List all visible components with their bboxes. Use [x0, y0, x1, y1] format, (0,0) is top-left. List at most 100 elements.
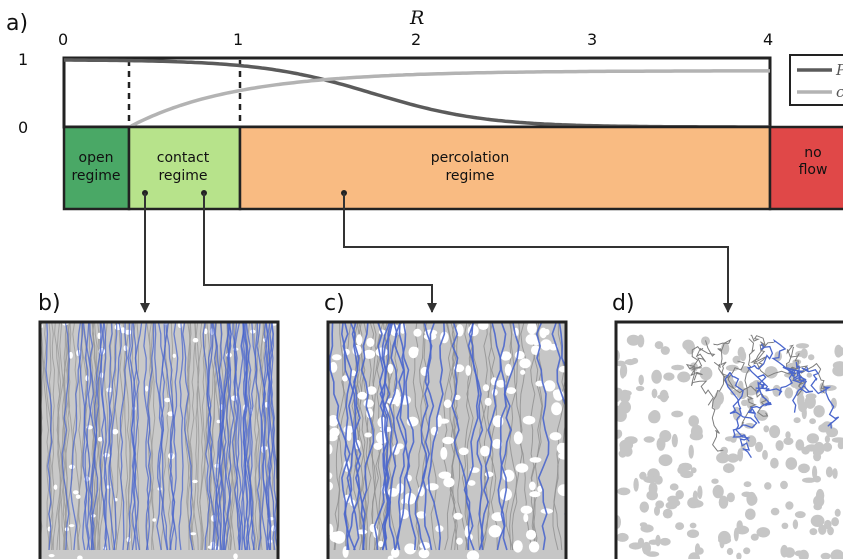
streamline — [508, 322, 523, 551]
texture-blob — [190, 532, 197, 536]
texture-blob — [543, 380, 556, 392]
texture-blob — [780, 480, 788, 490]
streamline — [100, 322, 111, 551]
streamline — [169, 322, 179, 551]
texture-blob — [646, 551, 660, 557]
texture-blob — [692, 490, 698, 502]
texture-blob — [755, 441, 763, 453]
streamline — [360, 322, 375, 551]
channel-path — [713, 338, 735, 389]
texture-blob — [506, 387, 517, 394]
texture-blob — [659, 430, 672, 443]
texture-blob — [750, 533, 759, 541]
texture-blob — [736, 552, 742, 559]
texture-blob — [697, 485, 703, 500]
streamline — [231, 322, 241, 551]
streamline — [54, 322, 62, 551]
legend: P c — [789, 54, 843, 106]
texture-blob — [525, 529, 537, 540]
texture-blob — [649, 410, 661, 424]
texture-blob — [746, 491, 757, 506]
texture-blob — [655, 500, 665, 509]
texture-blob — [480, 445, 490, 457]
streamline — [61, 322, 70, 551]
texture-blob — [726, 492, 735, 503]
texture-blob — [660, 346, 670, 355]
texture-blob — [386, 397, 400, 405]
texture-blob — [769, 425, 781, 439]
streamline — [48, 322, 56, 551]
streamline — [256, 322, 272, 551]
streamline — [396, 322, 408, 551]
channel-path — [690, 340, 716, 381]
texture-blob — [832, 468, 838, 479]
texture-blob — [682, 339, 695, 351]
texture-blob — [639, 501, 649, 513]
y-tick-1: 1 — [18, 50, 28, 69]
channel-path — [711, 360, 746, 452]
texture-blob — [688, 444, 694, 459]
panel-c-frame — [326, 320, 568, 559]
streamline — [245, 322, 260, 551]
streamline — [222, 322, 232, 551]
panel-c-flow-image — [326, 320, 568, 559]
texture-blob — [794, 511, 806, 519]
texture-blob — [659, 389, 669, 403]
texture-blob — [723, 463, 735, 474]
texture-blob — [655, 534, 661, 547]
regime-open — [62, 125, 131, 211]
texture-blob — [633, 477, 639, 492]
texture-blob — [669, 483, 679, 491]
texture-blob — [643, 476, 657, 483]
texture-blob — [784, 387, 794, 399]
texture-blob — [756, 527, 771, 538]
x-tick-3: 3 — [587, 30, 597, 49]
panel-label-d: d) — [612, 291, 635, 316]
texture-blob — [500, 351, 512, 361]
panel-label-c: c) — [324, 291, 345, 316]
texture-blob — [329, 361, 338, 373]
texture-blob — [690, 424, 703, 439]
texture-blob — [527, 322, 537, 335]
channel-path — [724, 371, 752, 459]
panel-b-flow-image — [38, 320, 280, 559]
regime-contact — [127, 125, 242, 211]
texture-blob — [813, 495, 825, 508]
texture-blob — [775, 440, 784, 451]
texture-blob — [378, 540, 384, 548]
streamline — [130, 322, 141, 551]
streamline — [232, 322, 244, 551]
panel-b-frame — [38, 320, 280, 559]
connector-c — [203, 193, 437, 313]
streamline — [143, 322, 150, 551]
texture-blob — [192, 337, 199, 343]
texture-blob — [806, 433, 820, 444]
texture-blob — [808, 354, 815, 361]
streamline — [504, 322, 514, 551]
streamline — [265, 322, 278, 487]
streamline — [99, 322, 108, 551]
texture-blob — [671, 364, 685, 371]
texture-blob — [763, 425, 770, 433]
texture-blob — [616, 360, 626, 367]
texture-blob — [366, 386, 377, 395]
texture-blob — [825, 466, 833, 478]
texture-blob — [515, 463, 529, 473]
texture-blob — [785, 431, 791, 439]
texture-blob — [797, 393, 805, 408]
texture-blob — [69, 524, 75, 528]
texture-blob — [781, 522, 789, 529]
streamline — [553, 322, 566, 551]
texture-blob — [523, 513, 529, 523]
texture-blob — [331, 354, 342, 361]
texture-blob — [820, 552, 831, 559]
texture-blob — [357, 391, 368, 400]
streamline — [196, 322, 203, 551]
texture-blob — [387, 555, 394, 559]
texture-blob — [792, 519, 799, 530]
texture-blob — [192, 479, 198, 484]
streamline — [45, 322, 53, 551]
x-tick-labels: 0 1 2 3 4 — [58, 30, 773, 49]
x-tick-4: 4 — [763, 30, 773, 49]
texture-blob — [689, 500, 704, 508]
